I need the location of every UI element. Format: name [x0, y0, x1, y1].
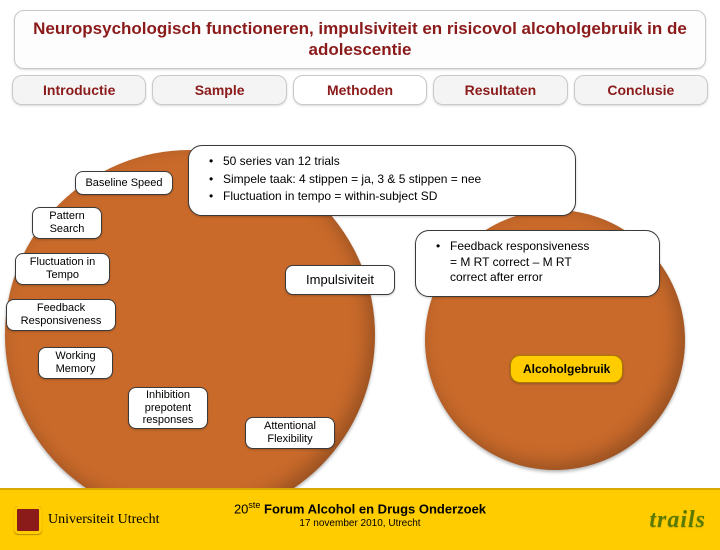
callout-trials-item: Fluctuation in tempo = within-subject SD — [209, 189, 561, 205]
tab-resultaten[interactable]: Resultaten — [433, 75, 567, 105]
forum-title: Forum Alcohol en Drugs Onderzoek — [260, 501, 486, 516]
tab-sample[interactable]: Sample — [152, 75, 286, 105]
callout-trials: 50 series van 12 trials Simpele taak: 4 … — [188, 145, 576, 216]
forum-number: 20 — [234, 501, 248, 516]
tab-conclusie[interactable]: Conclusie — [574, 75, 708, 105]
diagram-stage: Baseline Speed Pattern Search Fluctuatio… — [0, 145, 720, 485]
tab-introductie[interactable]: Introductie — [12, 75, 146, 105]
box-attentional-flexibility: Attentional Flexibility — [245, 417, 335, 449]
page-title: Neuropsychologisch functioneren, impulsi… — [14, 10, 706, 69]
callout-trials-item: Simpele taak: 4 stippen = ja, 3 & 5 stip… — [209, 172, 561, 188]
footer: Universiteit Utrecht 20ste Forum Alcohol… — [0, 488, 720, 550]
callout-feedback: Feedback responsiveness = M RT correct –… — [415, 230, 660, 297]
forum-sup: ste — [248, 500, 260, 510]
box-impulsiviteit: Impulsiviteit — [285, 265, 395, 295]
callout-trials-item: 50 series van 12 trials — [209, 154, 561, 170]
box-pattern-search: Pattern Search — [32, 207, 102, 239]
box-working-memory: Working Memory — [38, 347, 113, 379]
box-feedback-responsiveness: Feedback Responsiveness — [6, 299, 116, 331]
tab-bar: Introductie Sample Methoden Resultaten C… — [0, 75, 720, 105]
box-baseline-speed: Baseline Speed — [75, 171, 173, 195]
tab-methoden[interactable]: Methoden — [293, 75, 427, 105]
callout-feedback-item: Feedback responsiveness = M RT correct –… — [436, 239, 645, 286]
footer-date: 17 november 2010, Utrecht — [0, 518, 720, 529]
footer-center: 20ste Forum Alcohol en Drugs Onderzoek 1… — [0, 500, 720, 529]
badge-alcoholgebruik: Alcoholgebruik — [510, 355, 623, 383]
box-fluctuation-tempo: Fluctuation in Tempo — [15, 253, 110, 285]
box-inhibition: Inhibition prepotent responses — [128, 387, 208, 429]
